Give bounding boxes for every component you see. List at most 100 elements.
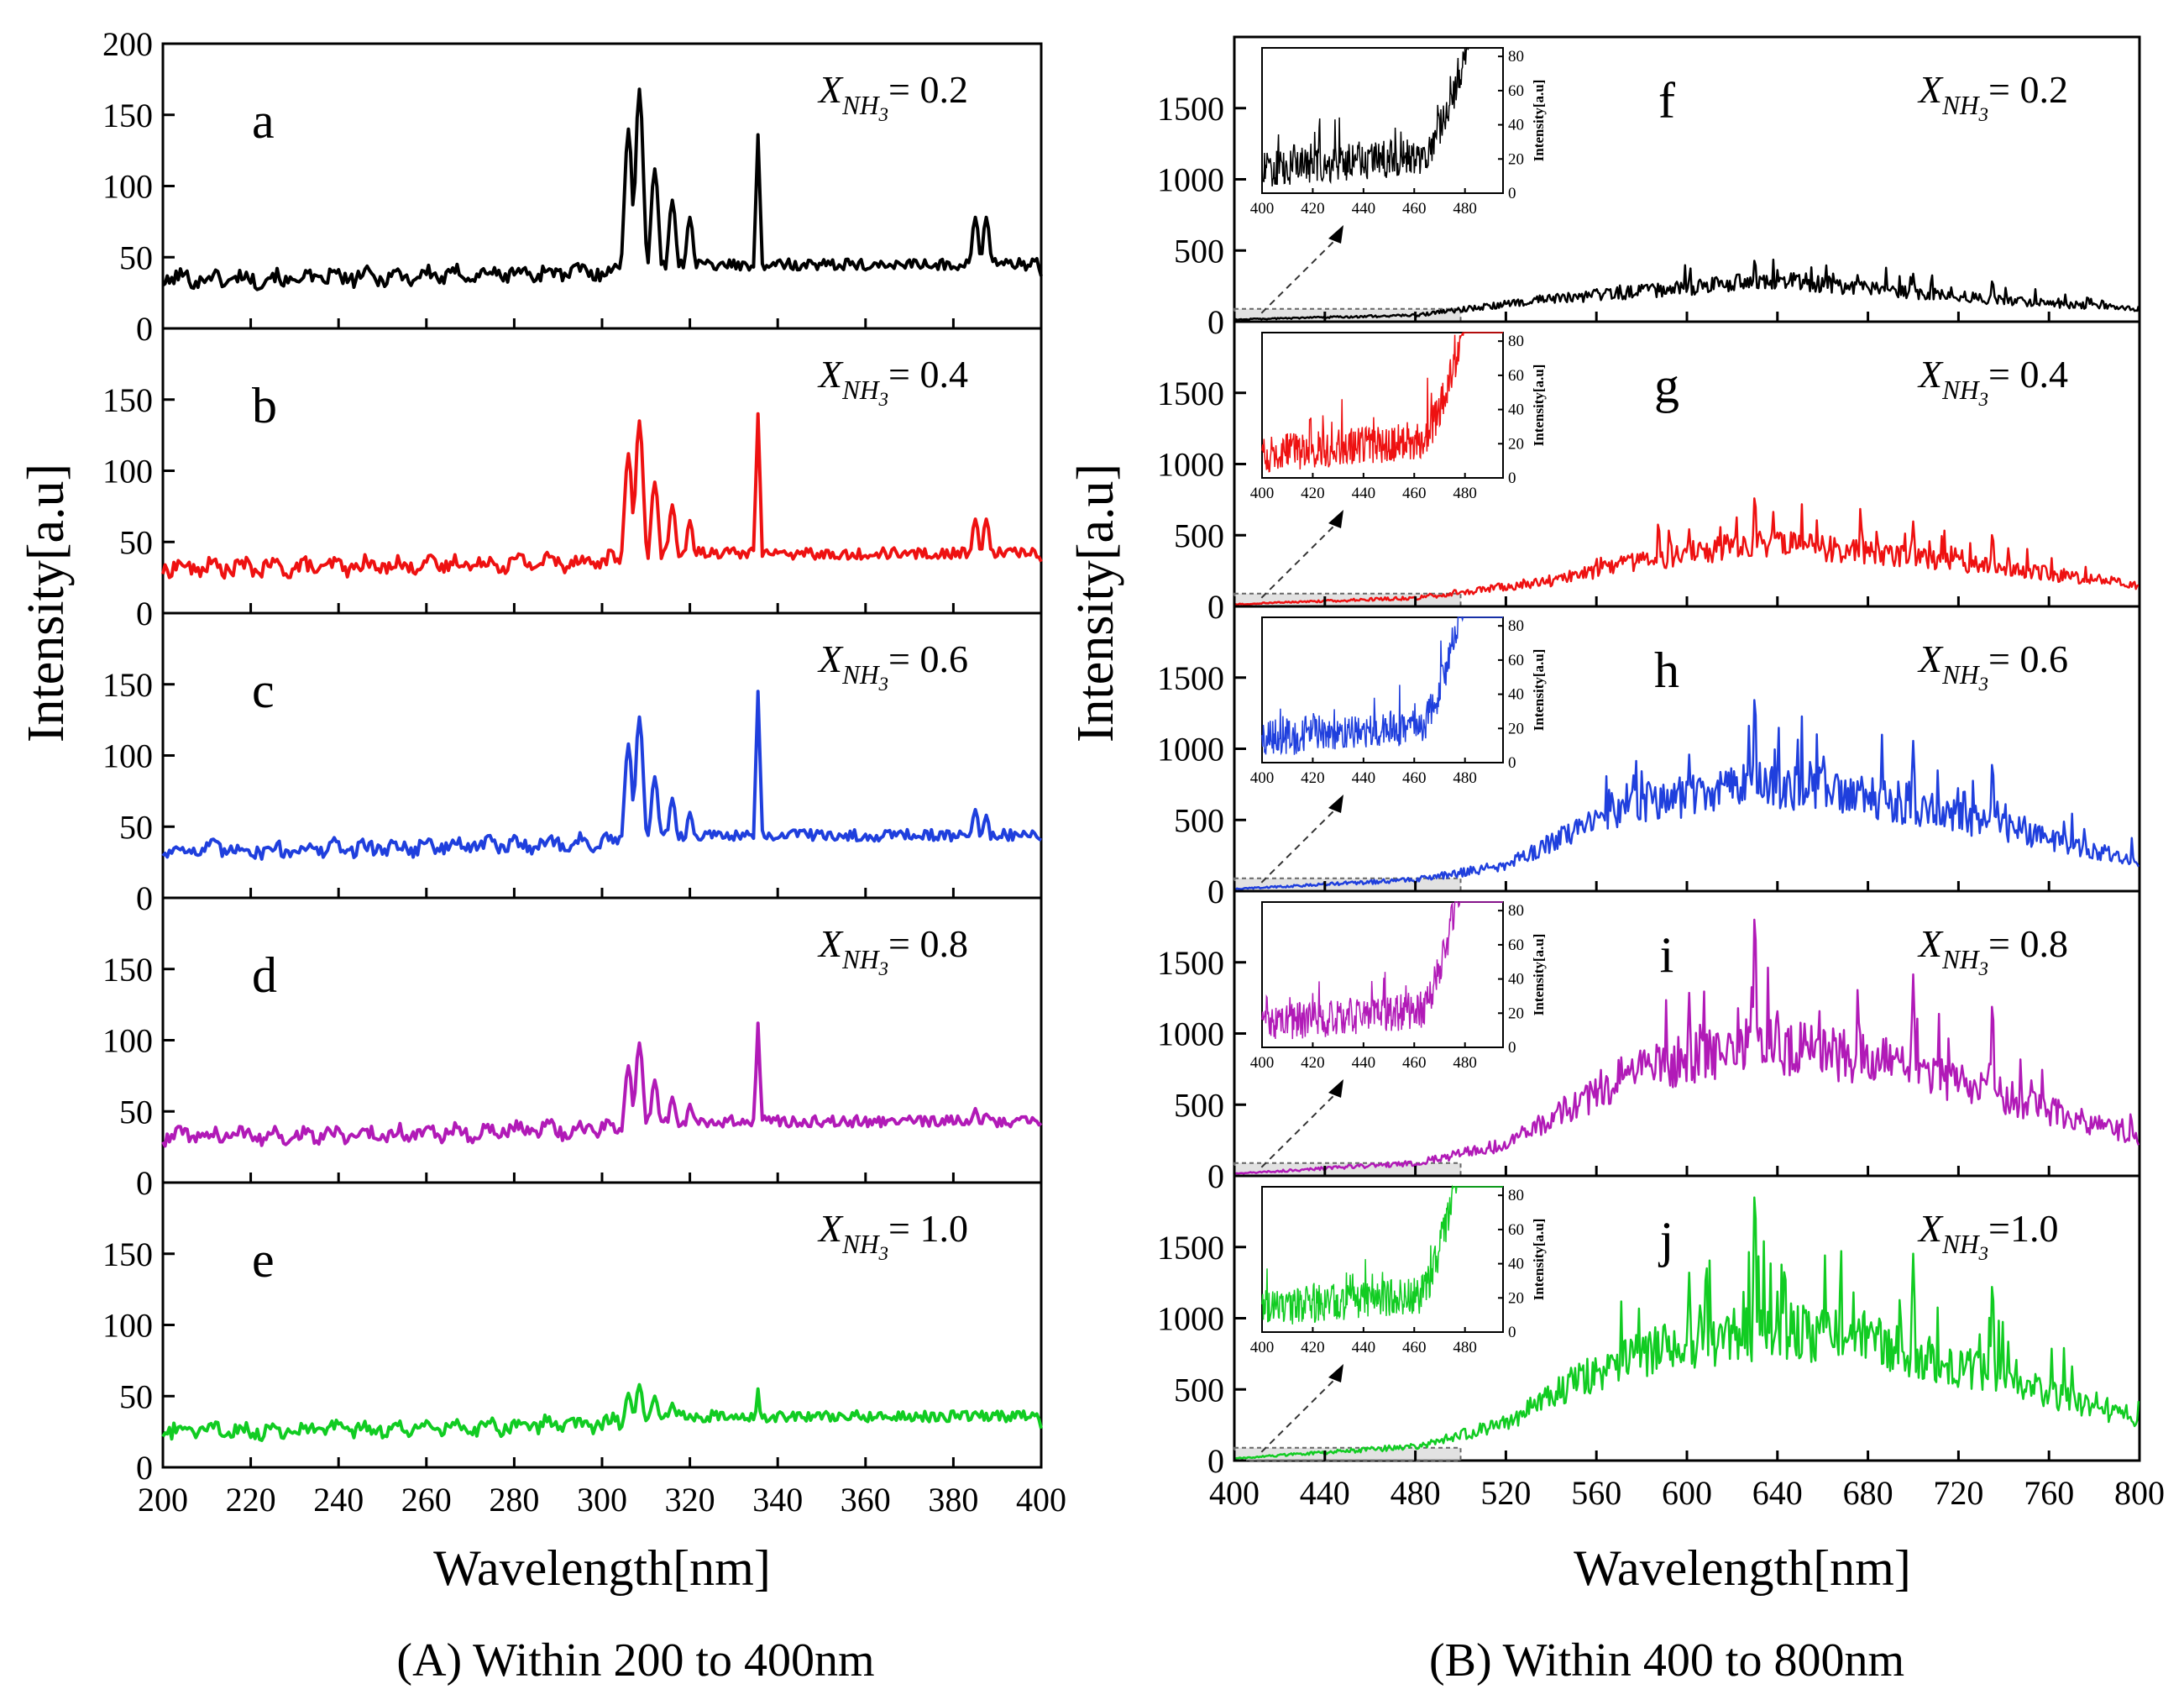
inset-ytick-label: 80: [1508, 1187, 1524, 1204]
inset-ytick-label: 20: [1508, 150, 1524, 168]
panel-a-ytick-label: 0: [136, 1449, 153, 1487]
inset-ytick-label: 40: [1508, 117, 1524, 134]
panel-b-series-i: [1233, 918, 2140, 1175]
panel-a-fraction-e: XNH3= 1.0: [817, 1207, 968, 1264]
inset-xtick-label: 480: [1453, 485, 1477, 502]
panel-a-ytick-label: 0: [136, 879, 153, 917]
inset-ytick-label: 0: [1508, 1324, 1516, 1341]
inset-series-j: [1261, 1184, 1503, 1325]
inset-xtick-label: 400: [1250, 769, 1275, 787]
panel-b-subplot-h: 0 500 1000 1500 h XNH3= 0.6 400 420 440 460 480 0 20…: [1157, 605, 2141, 910]
panel-b-ytick-label: 500: [1174, 1371, 1224, 1409]
zoom-arrow-line-g: [1260, 521, 1339, 599]
panel-a-ytick-label: 150: [102, 951, 153, 989]
inset-ylabel: Intensity[a.u]: [1531, 365, 1547, 447]
panel-b-ytick-label: 500: [1174, 232, 1224, 270]
panel-b-series-g: [1233, 497, 2139, 606]
inset-xtick-label: 460: [1402, 200, 1427, 218]
caption-right: (B) Within 400 to 800nm: [1429, 1634, 1904, 1687]
inset-ylabel: Intensity[a.u]: [1531, 80, 1547, 162]
panel-a-ytick-label: 100: [102, 168, 153, 206]
inset-ylabel: Intensity[a.u]: [1531, 649, 1547, 732]
inset-ytick-label: 80: [1508, 333, 1524, 350]
panel-b-inset-f: 400 420 440 460 480 0 20 40 60 80 Intensity[a.u]: [1250, 47, 1547, 314]
zoom-arrow-line-i: [1260, 1090, 1339, 1168]
panel-a-xtick-label: 360: [841, 1481, 891, 1519]
panel-b-ytick-label: 500: [1174, 1086, 1224, 1124]
panel-a-xtick-label: 220: [226, 1481, 276, 1519]
panel-a-xtick-label: 200: [138, 1481, 188, 1519]
panel-b-ytick-label: 1500: [1157, 944, 1224, 982]
panel-b-ytick-label: 1000: [1157, 731, 1224, 769]
inset-xtick-label: 440: [1352, 485, 1376, 502]
panel-b-ytick-label: 0: [1207, 1157, 1224, 1195]
panel-b-xtick-label: 760: [2024, 1474, 2074, 1512]
panel-b-xtick-label: 520: [1480, 1474, 1531, 1512]
panel-b-ytick-label: 0: [1207, 303, 1224, 341]
inset-ytick-label: 60: [1508, 652, 1524, 669]
panel-a-ytick-label: 200: [102, 25, 153, 63]
inset-xtick-label: 420: [1301, 1339, 1325, 1356]
panel-b-xtick-label: 640: [1752, 1474, 1803, 1512]
panel-a-subplot-c: 0 50 100 150 c XNH3= 0.6: [102, 611, 1043, 917]
panel-b-ytick-label: 1500: [1157, 659, 1224, 697]
zoom-arrow-head-h: [1328, 795, 1343, 813]
inset-xtick-label: 460: [1402, 485, 1427, 502]
panel-b-ytick-label: 500: [1174, 517, 1224, 554]
inset-xtick-label: 420: [1301, 1054, 1325, 1072]
panel-a-ytick-label: 50: [119, 239, 153, 276]
panel-b-ytick-label: 1500: [1157, 1229, 1224, 1267]
inset-xtick-label: 420: [1301, 769, 1325, 787]
panel-b-ytick-label: 1500: [1157, 375, 1224, 412]
inset-ytick-label: 40: [1508, 686, 1524, 704]
panel-b-subplot-i: 0 500 1000 1500 i XNH3= 0.8 400 420 440 460 480 0 20…: [1157, 889, 2141, 1195]
inset-ytick-label: 60: [1508, 936, 1524, 954]
panel-b-subplot-f: 0 500 1000 1500 f XNH3= 0.2 400 420 440 460 480 0 20…: [1157, 35, 2141, 341]
inset-ytick-label: 60: [1508, 1221, 1524, 1239]
inset-xtick-label: 460: [1402, 1054, 1427, 1072]
panel-a-xtick-label: 300: [577, 1481, 627, 1519]
inset-ytick-label: 60: [1508, 367, 1524, 385]
panel-a-letter-b: b: [252, 378, 277, 433]
panel-b-letter-f: f: [1658, 73, 1675, 129]
panel-a-series-e: [161, 1382, 1043, 1442]
zoom-arrow-line-j: [1260, 1375, 1339, 1453]
panel-a-letter-a: a: [252, 93, 275, 149]
panel-b-series-h: [1233, 699, 2140, 891]
panel-a-ytick-label: 0: [136, 595, 153, 632]
panel-b-series-j: [1233, 1196, 2140, 1460]
inset-series-f: [1261, 47, 1503, 186]
inset-frame-f: [1261, 47, 1504, 194]
panel-b-xtick-label: 800: [2114, 1474, 2165, 1512]
panel-a-ytick-label: 50: [119, 1377, 153, 1415]
panel-b-ytick-label: 0: [1207, 1442, 1224, 1480]
panel-b-inset-g: 400 420 440 460 480 0 20 40 60 80 Intensity[a.u]: [1250, 332, 1547, 599]
panel-b-fraction-i: XNH3= 0.8: [1917, 922, 2068, 979]
panel-b-fraction-f: XNH3= 0.2: [1917, 68, 2068, 125]
panel-b-xtick-label: 440: [1300, 1474, 1350, 1512]
panel-b-xtick-label: 480: [1391, 1474, 1441, 1512]
panel-a-series-a: [161, 87, 1043, 291]
panel-a-ytick-label: 150: [102, 97, 153, 134]
inset-ytick-label: 0: [1508, 470, 1516, 487]
panel-a-series-c: [161, 690, 1043, 861]
panel-b-ytick-label: 1500: [1157, 90, 1224, 128]
panel-a-fraction-c: XNH3= 0.6: [817, 637, 968, 695]
panel-a-ytick-label: 150: [102, 666, 153, 704]
panel-b-letter-j: j: [1658, 1212, 1674, 1267]
panel-a-xtick-label: 260: [401, 1481, 452, 1519]
inset-series-h: [1261, 616, 1503, 756]
zoom-arrow-head-j: [1328, 1364, 1343, 1382]
panel-a-xtick-label: 340: [752, 1481, 803, 1519]
zoom-arrow-line-h: [1260, 805, 1339, 884]
panel-b-xtick-label: 720: [1933, 1474, 1983, 1512]
inset-xtick-label: 420: [1301, 485, 1325, 502]
x-axis-label-left: Wavelength[nm]: [433, 1540, 771, 1596]
inset-xtick-label: 400: [1250, 1339, 1275, 1356]
panel-a-ytick-label: 100: [102, 737, 153, 775]
panel-b-ytick-label: 500: [1174, 801, 1224, 839]
panel-b-xtick-label: 680: [1843, 1474, 1893, 1512]
panel-a-letter-e: e: [252, 1232, 275, 1288]
panel-a-xtick-label: 240: [313, 1481, 364, 1519]
